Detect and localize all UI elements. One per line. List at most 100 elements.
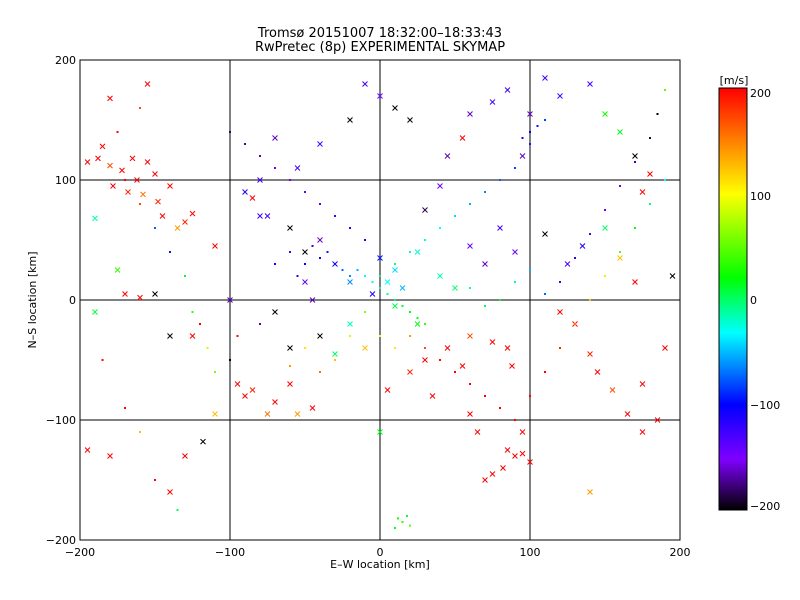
colorbar-tick-label: 100 xyxy=(750,190,771,203)
data-point-dot xyxy=(154,479,156,481)
data-point-dot xyxy=(424,347,426,349)
data-point-dot xyxy=(184,275,186,277)
data-point-x-marker xyxy=(119,167,125,174)
data-point-dot xyxy=(514,419,516,421)
data-point-dot xyxy=(334,263,336,265)
data-point-x-marker xyxy=(444,153,451,159)
data-point-dot xyxy=(634,227,636,229)
data-point-x-marker xyxy=(609,387,616,393)
data-point-dot xyxy=(229,359,231,361)
data-point-dot xyxy=(529,269,531,271)
data-point-x-marker xyxy=(152,171,158,177)
data-point-dot xyxy=(529,131,531,133)
data-point-dot xyxy=(139,107,141,109)
data-point-x-marker xyxy=(377,255,383,261)
data-point-x-marker xyxy=(200,438,206,445)
data-point-x-marker xyxy=(474,429,481,435)
data-point-x-marker xyxy=(459,135,466,141)
data-point-x-marker xyxy=(264,213,271,219)
data-point-dot xyxy=(139,203,141,205)
data-point-dot xyxy=(289,251,291,253)
data-point-x-marker xyxy=(212,411,218,417)
data-point-x-marker xyxy=(557,93,563,99)
data-point-dot xyxy=(274,167,276,169)
data-point-dot xyxy=(289,365,291,367)
data-point-dot xyxy=(311,245,314,247)
data-point-x-marker xyxy=(369,291,376,297)
data-point-x-marker xyxy=(287,225,293,231)
data-point-x-marker xyxy=(639,189,646,195)
data-point-dot xyxy=(206,347,209,349)
data-point-dot xyxy=(296,275,299,277)
data-point-dot xyxy=(484,395,486,397)
data-point-x-marker xyxy=(347,117,353,123)
data-point-dot xyxy=(139,431,141,433)
data-point-x-marker xyxy=(512,453,518,459)
data-point-dot xyxy=(401,305,404,307)
data-point-dot xyxy=(334,359,336,361)
data-point-x-marker xyxy=(444,345,451,351)
data-point-dot xyxy=(604,275,606,277)
data-point-x-marker xyxy=(234,381,241,387)
data-point-x-marker xyxy=(594,369,601,375)
data-point-dot xyxy=(424,323,426,325)
data-point-dot xyxy=(259,155,261,157)
data-point-dot xyxy=(521,137,524,139)
data-point-dot xyxy=(664,89,666,91)
y-tick-label: −100 xyxy=(46,414,76,427)
data-point-dot xyxy=(529,395,531,397)
data-point-x-marker xyxy=(167,183,173,189)
data-point-x-marker xyxy=(125,189,131,195)
data-point-dot xyxy=(589,299,591,301)
data-point-dot xyxy=(424,239,426,241)
data-point-x-marker xyxy=(422,357,428,363)
data-point-dot xyxy=(124,179,126,181)
data-point-x-marker xyxy=(242,393,248,399)
data-point-dot xyxy=(544,371,546,373)
data-point-dot xyxy=(409,524,411,527)
data-point-x-marker xyxy=(114,267,121,273)
data-point-x-marker xyxy=(309,405,316,411)
data-point-x-marker xyxy=(294,411,301,417)
data-point-x-marker xyxy=(497,225,503,231)
data-point-dot xyxy=(334,215,336,217)
data-point-x-marker xyxy=(272,309,278,315)
data-point-x-marker xyxy=(587,81,593,87)
data-point-x-marker xyxy=(264,411,271,417)
data-point-x-marker xyxy=(167,333,173,339)
data-point-dot xyxy=(409,335,411,337)
colorbar-gradient xyxy=(718,87,748,511)
data-point-x-marker xyxy=(95,155,101,162)
data-point-dot xyxy=(341,269,344,271)
data-point-x-marker xyxy=(317,333,323,339)
data-point-dot xyxy=(406,515,408,517)
data-point-x-marker xyxy=(542,75,548,81)
data-point-x-marker xyxy=(362,81,368,87)
data-point-x-marker xyxy=(662,345,668,351)
data-point-x-marker xyxy=(107,162,113,169)
data-point-x-marker xyxy=(639,429,646,435)
data-point-dot xyxy=(379,335,381,337)
data-point-dot xyxy=(124,407,126,409)
data-point-x-marker xyxy=(182,219,188,225)
data-point-dot xyxy=(499,179,501,181)
data-point-x-marker xyxy=(392,303,398,309)
data-point-x-marker xyxy=(302,279,308,285)
data-point-x-marker xyxy=(407,117,413,123)
data-point-x-marker xyxy=(159,213,166,219)
data-point-dot xyxy=(379,275,381,277)
x-axis-label: E–W location [km] xyxy=(330,558,430,571)
data-point-x-marker xyxy=(189,210,196,217)
y-tick-label: 100 xyxy=(55,174,76,187)
data-point-dot xyxy=(349,275,351,277)
data-point-x-marker xyxy=(189,333,196,339)
data-point-x-marker xyxy=(437,273,443,279)
data-point-x-marker xyxy=(377,429,383,435)
data-point-x-marker xyxy=(144,159,151,165)
data-point-x-marker xyxy=(602,111,608,117)
data-point-x-marker xyxy=(564,261,571,267)
data-point-x-marker xyxy=(639,381,646,387)
data-point-dot xyxy=(274,263,276,265)
data-point-dot xyxy=(304,191,306,193)
x-tick-labels: −200 −100 0 100 200 xyxy=(65,546,691,559)
